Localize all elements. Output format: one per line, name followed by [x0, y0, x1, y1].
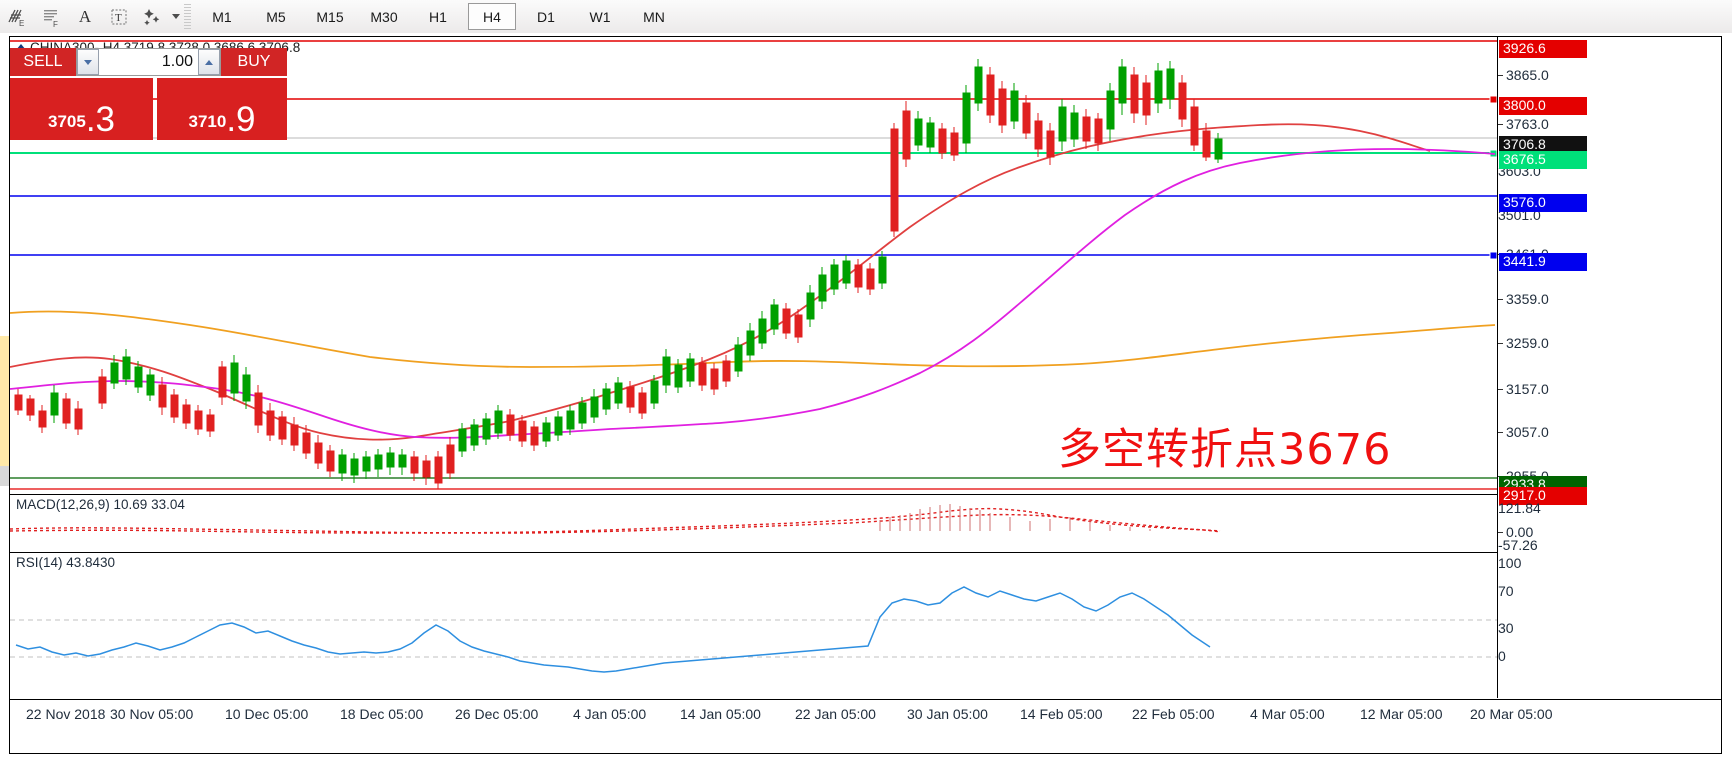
candlestick-series — [14, 59, 1223, 489]
rsi-scale-value: 70 — [1498, 583, 1514, 599]
rsi-scale-value: 100 — [1498, 555, 1522, 571]
sell-price-fraction: .3 — [85, 99, 116, 139]
ma-orange-line — [10, 310, 1496, 368]
tag-blue-3576[interactable]: 3576.0 — [1499, 194, 1587, 212]
text-box-icon[interactable]: T — [102, 2, 136, 32]
tag-high[interactable]: 3926.6 — [1499, 40, 1587, 58]
time-label: 14 Feb 05:00 — [1020, 706, 1103, 722]
ma-red-line — [10, 123, 1431, 441]
time-label: 4 Mar 05:00 — [1250, 706, 1325, 722]
tag-red-2917[interactable]: 2917.0 — [1499, 487, 1587, 505]
time-label: 12 Mar 05:00 — [1360, 706, 1443, 722]
price-tick: 3157.0 — [1498, 381, 1549, 397]
time-label: 14 Jan 05:00 — [680, 706, 761, 722]
price-tick: 3763.0 — [1498, 116, 1549, 132]
macd-chart-svg — [10, 504, 1221, 534]
tab-timeframe-w1[interactable]: W1 — [589, 8, 611, 25]
buy-button[interactable]: BUY — [221, 48, 287, 76]
price-scale[interactable]: 3865.0 3763.0 3461.0 3359.0 3259.0 3157.… — [1497, 37, 1721, 698]
svg-text:T: T — [115, 12, 122, 24]
sell-price-box[interactable]: 3705.3 — [10, 78, 153, 140]
tag-blue-3441[interactable]: 3441.9 — [1499, 253, 1587, 271]
text-label-icon[interactable]: A — [78, 6, 92, 26]
tab-timeframe-m1[interactable]: M1 — [212, 8, 232, 25]
price-tick: 3259.0 — [1498, 335, 1549, 351]
level-handle-3800 — [1489, 95, 1497, 104]
volume-value[interactable]: 1.00 — [161, 53, 193, 70]
price-tick: 3359.0 — [1498, 291, 1549, 307]
tab-timeframe-h1[interactable]: H1 — [429, 8, 447, 25]
buy-price-integer: 3710 — [188, 112, 227, 131]
chart-plot-frame: CHINA300-,H4 3719.8 3728.0 3686.6 3706.8 — [9, 36, 1722, 754]
svg-text:E: E — [19, 19, 24, 28]
time-label: 30 Jan 05:00 — [907, 706, 988, 722]
tag-resistance[interactable]: 3800.0 — [1499, 97, 1587, 115]
time-label: 18 Dec 05:00 — [340, 706, 424, 722]
collapse-triangle-icon[interactable] — [16, 44, 26, 51]
drawing-tools-icon[interactable] — [136, 2, 170, 32]
time-axis[interactable]: 22 Nov 2018 30 Nov 05:00 10 Dec 05:00 18… — [10, 699, 1721, 755]
macd-scale-value: -57.26 — [1498, 537, 1538, 553]
macd-scale-value: 121.84 — [1498, 500, 1541, 516]
tab-timeframe-m30[interactable]: M30 — [370, 8, 398, 25]
tab-timeframe-h4[interactable]: H4 — [468, 3, 516, 30]
chevron-down-icon[interactable] — [172, 14, 180, 19]
sell-price-integer: 3705 — [47, 112, 86, 131]
tab-timeframe-mn[interactable]: MN — [643, 8, 665, 25]
price-pane[interactable]: CHINA300-,H4 3719.8 3728.0 3686.6 3706.8 — [10, 37, 1497, 493]
rsi-line — [15, 586, 1211, 673]
time-label: 22 Jan 05:00 — [795, 706, 876, 722]
rsi-scale-value: 0 — [1498, 648, 1506, 664]
price-chart-svg — [10, 40, 1497, 490]
level-handle-3441 — [1489, 251, 1497, 260]
toolbar-separator — [184, 3, 191, 30]
one-click-trading-panel[interactable]: SELL 1.00 BUY 3705.3 3710.9 — [10, 48, 287, 140]
time-label: 22 Feb 05:00 — [1132, 706, 1215, 722]
tab-timeframe-m5[interactable]: M5 — [266, 8, 286, 25]
tag-last-price[interactable]: 3706.8 — [1499, 136, 1587, 154]
macd-histogram — [879, 504, 1151, 531]
svg-text:F: F — [53, 20, 58, 28]
time-label: 10 Dec 05:00 — [225, 706, 309, 722]
price-tick: 3865.0 — [1498, 67, 1549, 83]
time-label: 22 Nov 2018 — [26, 706, 106, 722]
volume-increment-button[interactable] — [198, 49, 220, 75]
chart-window: CHINA300-,H4 3719.8 3728.0 3686.6 3706.8 — [0, 33, 1732, 758]
macd-scale-value: 0.00 — [1498, 524, 1533, 540]
scroll-marker — [0, 466, 9, 486]
macd-indicator-label: MACD(12,26,9) 10.69 33.04 — [16, 497, 185, 512]
tag-support-green[interactable]: 3676.5 — [1499, 151, 1587, 169]
buy-price-box[interactable]: 3710.9 — [157, 78, 287, 140]
chart-annotation-text: 多空转折点3676 — [1058, 425, 1392, 475]
rsi-pane[interactable]: RSI(14) 43.8430 — [10, 552, 1497, 699]
sell-button[interactable]: SELL — [10, 48, 76, 76]
macd-pane[interactable]: MACD(12,26,9) 10.69 33.04 — [10, 494, 1497, 553]
volume-decrement-button[interactable] — [77, 49, 99, 75]
time-label: 30 Nov 05:00 — [110, 706, 194, 722]
time-label: 4 Jan 05:00 — [573, 706, 647, 722]
price-tick: 3057.0 — [1498, 424, 1549, 440]
time-label: 20 Mar 05:00 — [1470, 706, 1553, 722]
indicators-icon[interactable]: E — [0, 2, 34, 32]
tab-timeframe-d1[interactable]: D1 — [537, 8, 555, 25]
ma-magenta-line — [10, 148, 1496, 439]
rsi-indicator-label: RSI(14) 43.8430 — [16, 555, 116, 570]
buy-price-fraction: .9 — [226, 99, 256, 139]
tab-timeframe-m15[interactable]: M15 — [316, 8, 344, 25]
main-toolbar: E F A T M1 M5 M15 M30 H1 — [0, 0, 1732, 34]
time-label: 26 Dec 05:00 — [455, 706, 539, 722]
rsi-scale-value: 30 — [1498, 620, 1514, 636]
objects-list-icon[interactable]: F — [34, 2, 68, 32]
volume-input[interactable]: 1.00 — [76, 48, 221, 76]
rsi-chart-svg — [10, 586, 1497, 673]
scroll-thumb[interactable] — [0, 336, 9, 466]
